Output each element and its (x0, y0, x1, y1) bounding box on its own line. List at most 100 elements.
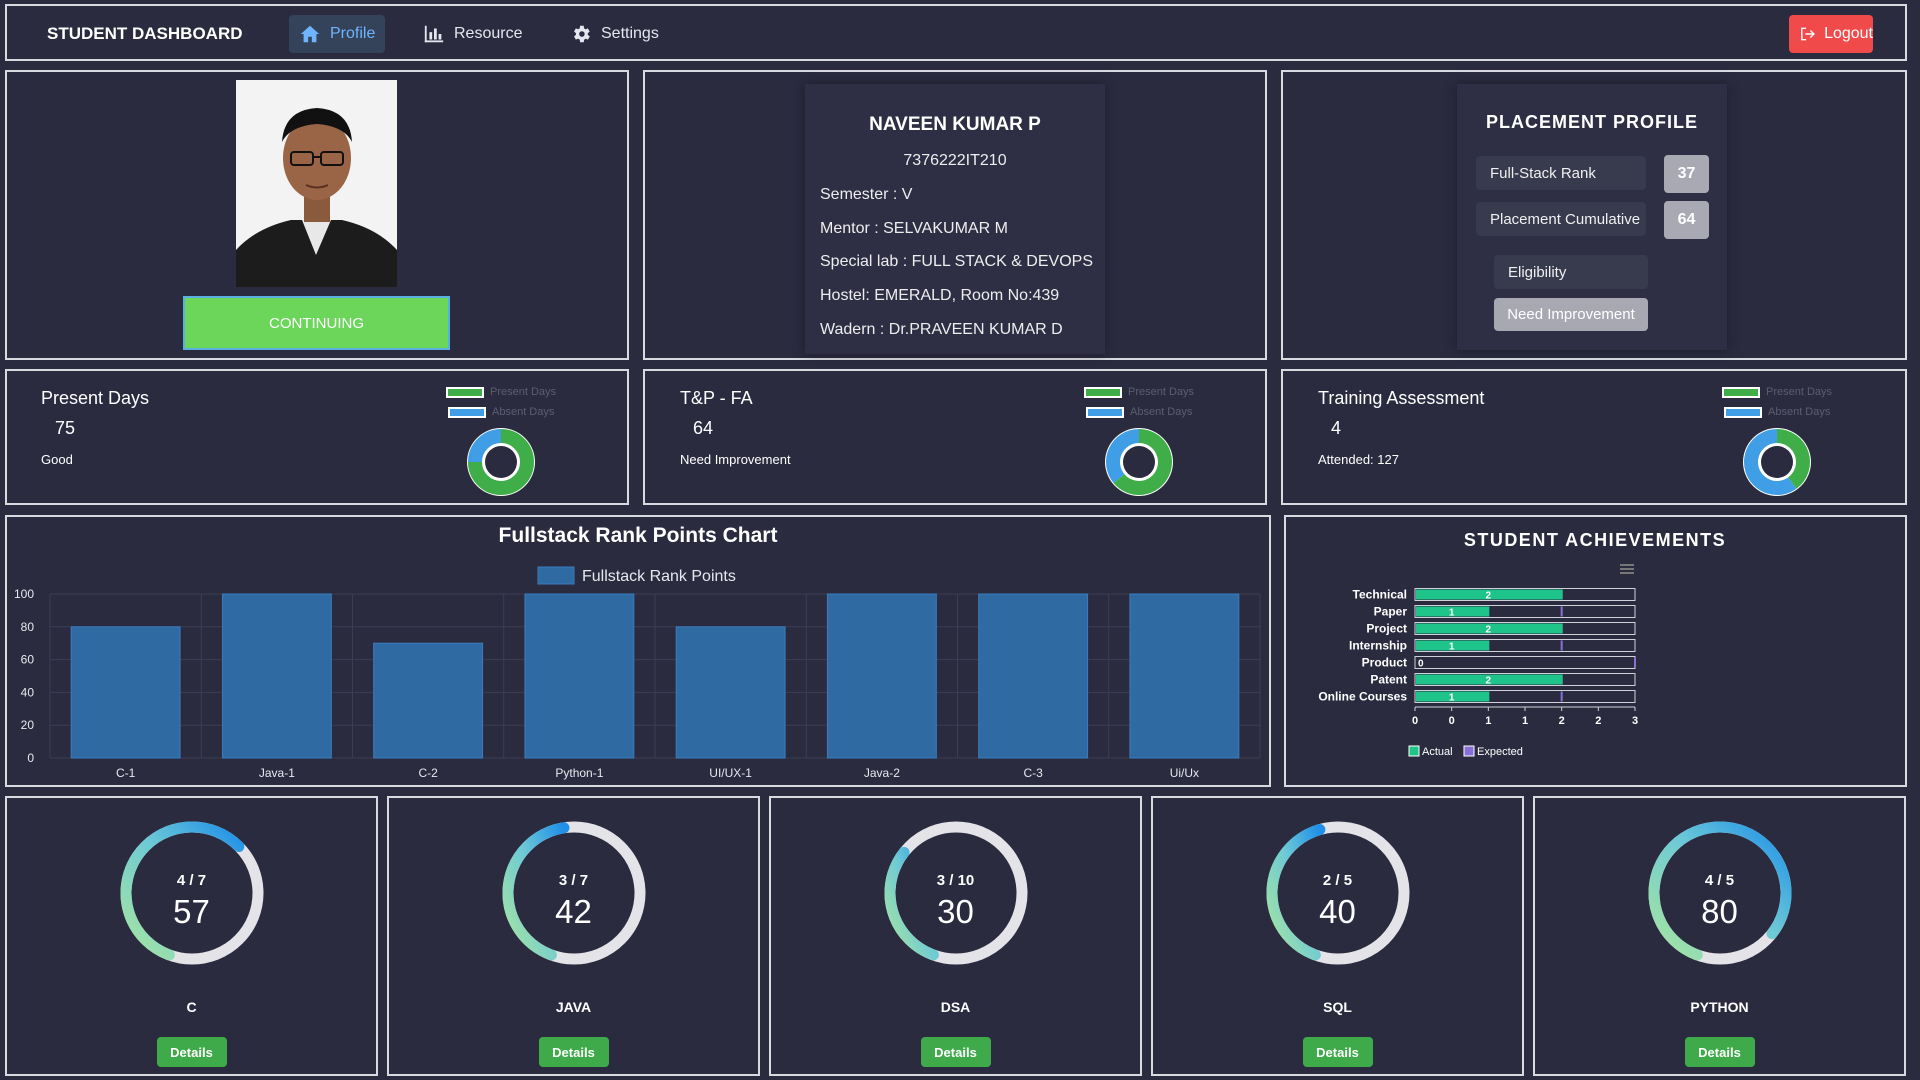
eligibility-label: Eligibility (1494, 255, 1648, 289)
actual-bar[interactable] (1416, 589, 1563, 600)
eligibility-status-button[interactable]: Need Improvement (1494, 298, 1648, 331)
ring-progress (120, 821, 244, 961)
details-button[interactable]: Details (1684, 1037, 1755, 1067)
skill-card-python (1533, 796, 1906, 1076)
legend-swatch (537, 566, 575, 585)
skill-progress-ring (1266, 821, 1409, 965)
x-tick-label: C-2 (418, 766, 438, 780)
chart-title: Fullstack Rank Points Chart (498, 524, 778, 547)
top-navbar: STUDENT DASHBOARD Profile Resource Setti… (5, 4, 1907, 61)
fullstack-rank-label: Full-Stack Rank (1476, 156, 1646, 190)
warden-text: Wadern : Dr.PRAVEEN KUMAR D (820, 321, 1063, 338)
nav-profile-label: Profile (330, 25, 376, 42)
student-photo (236, 80, 397, 287)
bar-java-2[interactable] (826, 593, 937, 759)
present-days-sub: Good (41, 452, 73, 467)
nav-resource-label: Resource (454, 25, 523, 42)
achievement-category-label: Technical (1353, 588, 1407, 602)
absent-legend-item: Absent Days (1086, 406, 1192, 418)
absent-swatch (1086, 406, 1124, 418)
skill-card-sql (1151, 796, 1524, 1076)
logout-button[interactable]: Logout (1789, 15, 1873, 53)
bar-chart-icon (424, 25, 444, 43)
x-tick-label: 3 (1632, 715, 1638, 727)
skill-ratio: 4 / 7 (176, 872, 207, 889)
achievement-category-label: Internship (1349, 639, 1407, 653)
actual-bar[interactable] (1416, 674, 1563, 685)
skill-name: SQL (1323, 999, 1352, 1015)
present-swatch (1084, 386, 1122, 398)
y-tick-label: 80 (21, 620, 35, 634)
skill-card-dsa (769, 796, 1142, 1076)
actual-bar[interactable] (1416, 640, 1490, 651)
actual-value-label: 0 (1418, 659, 1424, 670)
details-button[interactable]: Details (1302, 1037, 1373, 1067)
x-tick-label: Ui/Ux (1170, 766, 1199, 780)
skill-name: DSA (940, 999, 971, 1015)
absent-swatch (1724, 406, 1762, 418)
bar-c-2[interactable] (373, 642, 484, 759)
achievement-track (1414, 690, 1636, 703)
skill-name: JAVA (555, 999, 592, 1015)
hostel-text: Hostel: EMERALD, Room No:439 (820, 287, 1060, 304)
achievement-track (1414, 605, 1636, 618)
achievement-track (1414, 622, 1636, 635)
actual-bar[interactable] (1416, 691, 1490, 702)
skill-score: 42 (555, 893, 592, 930)
bar-ui-ux-1[interactable] (675, 626, 786, 759)
student-info-panel (805, 84, 1105, 354)
bar-ui-ux[interactable] (1129, 593, 1240, 759)
skill-score: 57 (173, 893, 210, 930)
logout-icon (1801, 27, 1815, 41)
skill-card-java (387, 796, 760, 1076)
achievement-track (1414, 673, 1636, 686)
skill-card-c (5, 796, 378, 1076)
legend-actual-label[interactable]: Actual (1422, 746, 1453, 758)
legend-actual-swatch (1408, 745, 1420, 757)
semester-text: Semester : V (820, 186, 913, 203)
absent-swatch (448, 406, 486, 418)
x-tick-label: 0 (1449, 715, 1455, 727)
details-button[interactable]: Details (920, 1037, 991, 1067)
continuing-status-button[interactable]: CONTINUING (183, 296, 450, 350)
nav-settings[interactable]: Settings (560, 15, 669, 53)
x-tick-label: C-1 (116, 766, 136, 780)
home-icon (300, 25, 320, 43)
y-tick-label: 60 (21, 653, 35, 667)
ring-progress (1266, 824, 1325, 961)
details-button[interactable]: Details (538, 1037, 609, 1067)
bar-java-1[interactable] (221, 593, 332, 759)
tp-fa-sub: Need Improvement (680, 452, 791, 467)
skill-progress-ring (884, 821, 1027, 965)
achievement-track (1414, 656, 1636, 669)
student-id: 7376222IT210 (903, 152, 1007, 169)
legend-expected-swatch (1463, 745, 1475, 757)
actual-bar[interactable] (1416, 623, 1563, 634)
skill-name: PYTHON (1690, 999, 1749, 1015)
nav-resource[interactable]: Resource (413, 15, 532, 53)
nav-profile[interactable]: Profile (289, 15, 386, 53)
details-button[interactable]: Details (156, 1037, 227, 1067)
skill-name: C (186, 999, 197, 1015)
menu-icon[interactable] (1620, 563, 1636, 575)
x-tick-label: Python-1 (555, 766, 603, 780)
y-tick-label: 100 (14, 587, 34, 601)
achievement-track (1414, 588, 1636, 601)
bar-c-3[interactable] (978, 593, 1089, 759)
legend-expected-label[interactable]: Expected (1477, 746, 1523, 758)
present-days-title: Present Days (41, 388, 150, 408)
bar-c-1[interactable] (70, 626, 181, 759)
actual-bar[interactable] (1416, 606, 1490, 617)
achievement-category-label: Online Courses (1318, 690, 1407, 704)
donut-hole (1761, 446, 1793, 478)
bar-python-1[interactable] (524, 593, 635, 759)
skill-ratio: 3 / 10 (936, 872, 975, 889)
x-tick-label: Java-2 (864, 766, 900, 780)
present-legend-item: Present Days (1722, 386, 1832, 398)
x-tick-label: 2 (1559, 715, 1565, 727)
tp-fa-donut (1105, 428, 1173, 496)
present-legend-item: Present Days (446, 386, 556, 398)
nav-settings-label: Settings (601, 25, 659, 42)
x-tick-label: Java-1 (259, 766, 295, 780)
fullstack-rank-value: 37 (1664, 155, 1709, 193)
